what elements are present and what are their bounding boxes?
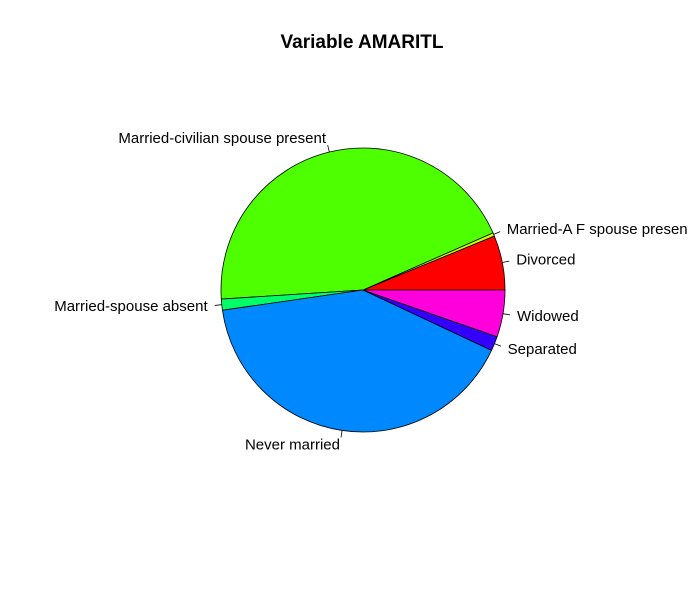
label-tick-widowed [502,313,511,316]
label-tick-married-a-f-spouse-present [493,231,501,235]
pie-slice-married-civilian-spouse-present [220,147,494,300]
slice-label-widowed: Widowed [517,308,579,325]
label-tick-never-married [340,430,343,438]
label-tick-married-civilian-spouse-present [327,145,330,153]
slice-label-divorced: Divorced [516,252,575,269]
pie-slices [220,147,506,433]
slice-label-married-a-f-spouse-present: Married-A F spouse present [507,221,688,238]
label-tick-separated [494,343,502,347]
slice-label-separated: Separated [508,341,577,358]
slice-label-married-spouse-absent: Married-spouse absent [54,298,208,315]
slice-label-never-married: Never married [245,436,340,453]
slice-label-married-civilian-spouse-present: Married-civilian spouse present [118,130,326,147]
label-tick-married-spouse-absent [214,304,222,306]
label-tick-divorced [502,260,510,263]
pie-slice-never-married [222,289,493,433]
pie-labels: Divorced Married-A F spouse present Marrie… [54,130,688,453]
chart-title: Variable AMARITL [281,32,444,53]
pie-slice-widowed [362,289,506,338]
